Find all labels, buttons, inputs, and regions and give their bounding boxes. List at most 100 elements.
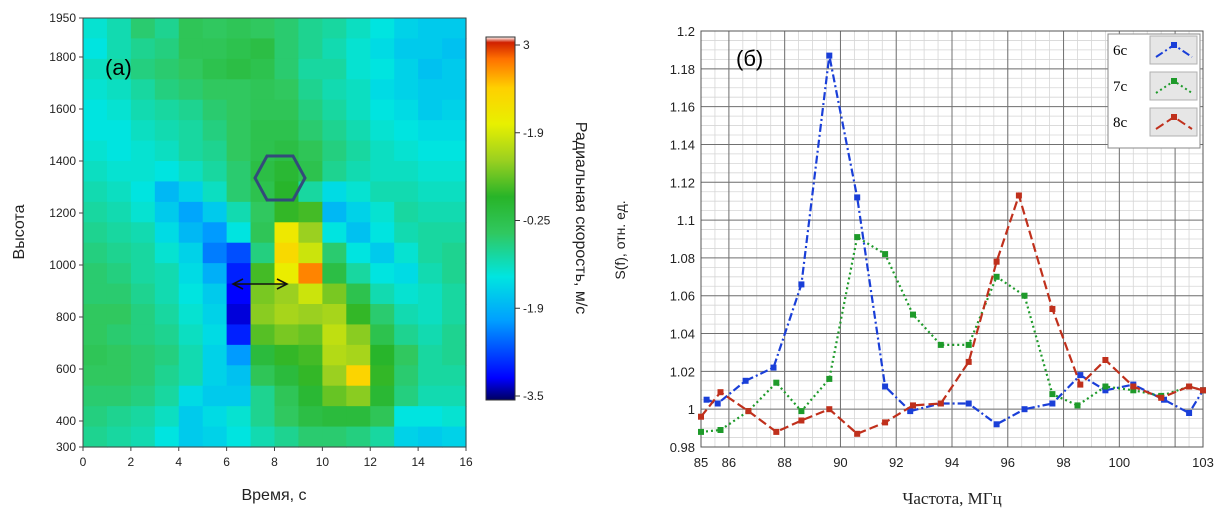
y-tick-label: 600: [56, 362, 76, 376]
series-point: [1102, 387, 1109, 394]
heatmap-cell: [418, 140, 443, 162]
line-x-ticks: 85 86 88 90 92 94 96 98 100 103: [694, 455, 1214, 470]
legend-swatch-box: [1149, 35, 1198, 65]
series-point: [854, 234, 861, 241]
series-point: [1049, 400, 1056, 407]
heatmap-cell: [370, 344, 395, 366]
heatmap-cell: [370, 283, 395, 305]
heatmap-cell: [178, 324, 204, 346]
x-tick-label: 86: [722, 455, 736, 470]
hexagon-annotation: [253, 154, 307, 202]
heatmap-cell: [370, 304, 395, 326]
heatmap-cell: [370, 79, 395, 101]
heatmap-cell: [370, 242, 395, 264]
heatmap-cell: [274, 324, 300, 346]
heatmap-cell: [130, 222, 156, 244]
series-point: [826, 375, 833, 382]
heatmap-cell: [394, 58, 419, 80]
heatmap-cell: [178, 242, 204, 264]
y-tick-label: 1.14: [670, 137, 695, 152]
heatmap-cell: [274, 222, 300, 244]
heatmap-cell: [226, 242, 252, 264]
heatmap-cell: [346, 120, 371, 142]
heatmap-cell: [274, 161, 300, 183]
heatmap-cell: [83, 385, 108, 407]
heatmap-cell: [370, 161, 395, 183]
heatmap-cell: [130, 365, 156, 387]
heatmap-cell: [274, 201, 300, 223]
heatmap-cell: [83, 365, 108, 387]
heatmap-cell: [226, 324, 252, 346]
heatmap-cell: [226, 201, 252, 223]
heatmap-cell: [130, 344, 156, 366]
heatmap-cells: [83, 18, 467, 448]
colorbar-tick-label: -1.9: [523, 126, 544, 140]
heatmap-cell: [178, 426, 204, 448]
heatmap-cell: [442, 222, 467, 244]
heatmap-cell: [442, 263, 467, 285]
heatmap-cell: [130, 140, 156, 162]
y-tick-label: 1.2: [677, 24, 695, 39]
heatmap-cell: [226, 140, 252, 162]
heatmap-cell: [442, 99, 467, 121]
heatmap-cell: [322, 38, 347, 60]
heatmap-cell: [106, 344, 132, 366]
heatmap-cell: [130, 120, 156, 142]
heatmap-cell: [202, 18, 228, 40]
x-tick-label: 2: [128, 455, 135, 469]
heatmap-cell: [226, 365, 252, 387]
legend-label: 8с: [1113, 115, 1128, 131]
heatmap-cell: [370, 222, 395, 244]
heatmap-cell: [394, 201, 419, 223]
series-group: [698, 52, 1206, 437]
heatmap-cell: [226, 344, 252, 366]
line-y-ticks: 0.98 1 1.02 1.04 1.06 1.08 1.1 1.12 1.14 1.16 1.18…: [670, 24, 695, 455]
heatmap-cell: [418, 283, 443, 305]
heatmap-cell: [370, 18, 395, 40]
heatmap-cell: [442, 161, 467, 183]
heatmap-cell: [298, 283, 323, 305]
heatmap-cell: [394, 99, 419, 121]
heatmap-cell: [83, 140, 108, 162]
heatmap-cell: [418, 406, 443, 428]
series-point: [1021, 406, 1028, 413]
colorbar-tick-label: 3: [523, 38, 530, 52]
heatmap-cell: [322, 161, 347, 183]
heatmap-cell: [106, 79, 132, 101]
y-tick-label: 1950: [49, 11, 76, 25]
heatmap-cell: [202, 161, 228, 183]
heatmap-cell: [250, 344, 276, 366]
heatmap-cell: [346, 406, 371, 428]
heatmap-cell: [130, 324, 156, 346]
heatmap-cell: [346, 181, 371, 203]
heatmap-cell: [274, 99, 300, 121]
heatmap-cell: [202, 406, 228, 428]
series-point: [965, 400, 972, 407]
heatmap-cell: [418, 324, 443, 346]
heatmap-cell: [154, 344, 180, 366]
heatmap-cell: [178, 79, 204, 101]
series-point: [698, 428, 704, 435]
line-x-label: Частота, МГц: [902, 489, 1001, 508]
heatmap-cell: [250, 283, 276, 305]
heatmap-cell: [154, 38, 180, 60]
heatmap-cell: [83, 161, 108, 183]
heatmap-cell: [322, 181, 347, 203]
series-point: [826, 52, 833, 59]
heatmap-cell: [83, 18, 108, 40]
heatmap-cell: [202, 222, 228, 244]
heatmap-cell: [130, 201, 156, 223]
heatmap-cell: [154, 99, 180, 121]
heatmap-cell: [226, 120, 252, 142]
heatmap-cell: [394, 406, 419, 428]
series-point: [698, 413, 704, 420]
heatmap-cell: [418, 304, 443, 326]
heatmap-cell: [250, 406, 276, 428]
heatmap-cell: [130, 242, 156, 264]
heatmap-cell: [346, 201, 371, 223]
heatmap-cell: [154, 140, 180, 162]
legend-swatch-marker: [1171, 114, 1177, 120]
heatmap-cell: [370, 99, 395, 121]
series-point: [1074, 402, 1081, 409]
heatmap-cell: [346, 222, 371, 244]
